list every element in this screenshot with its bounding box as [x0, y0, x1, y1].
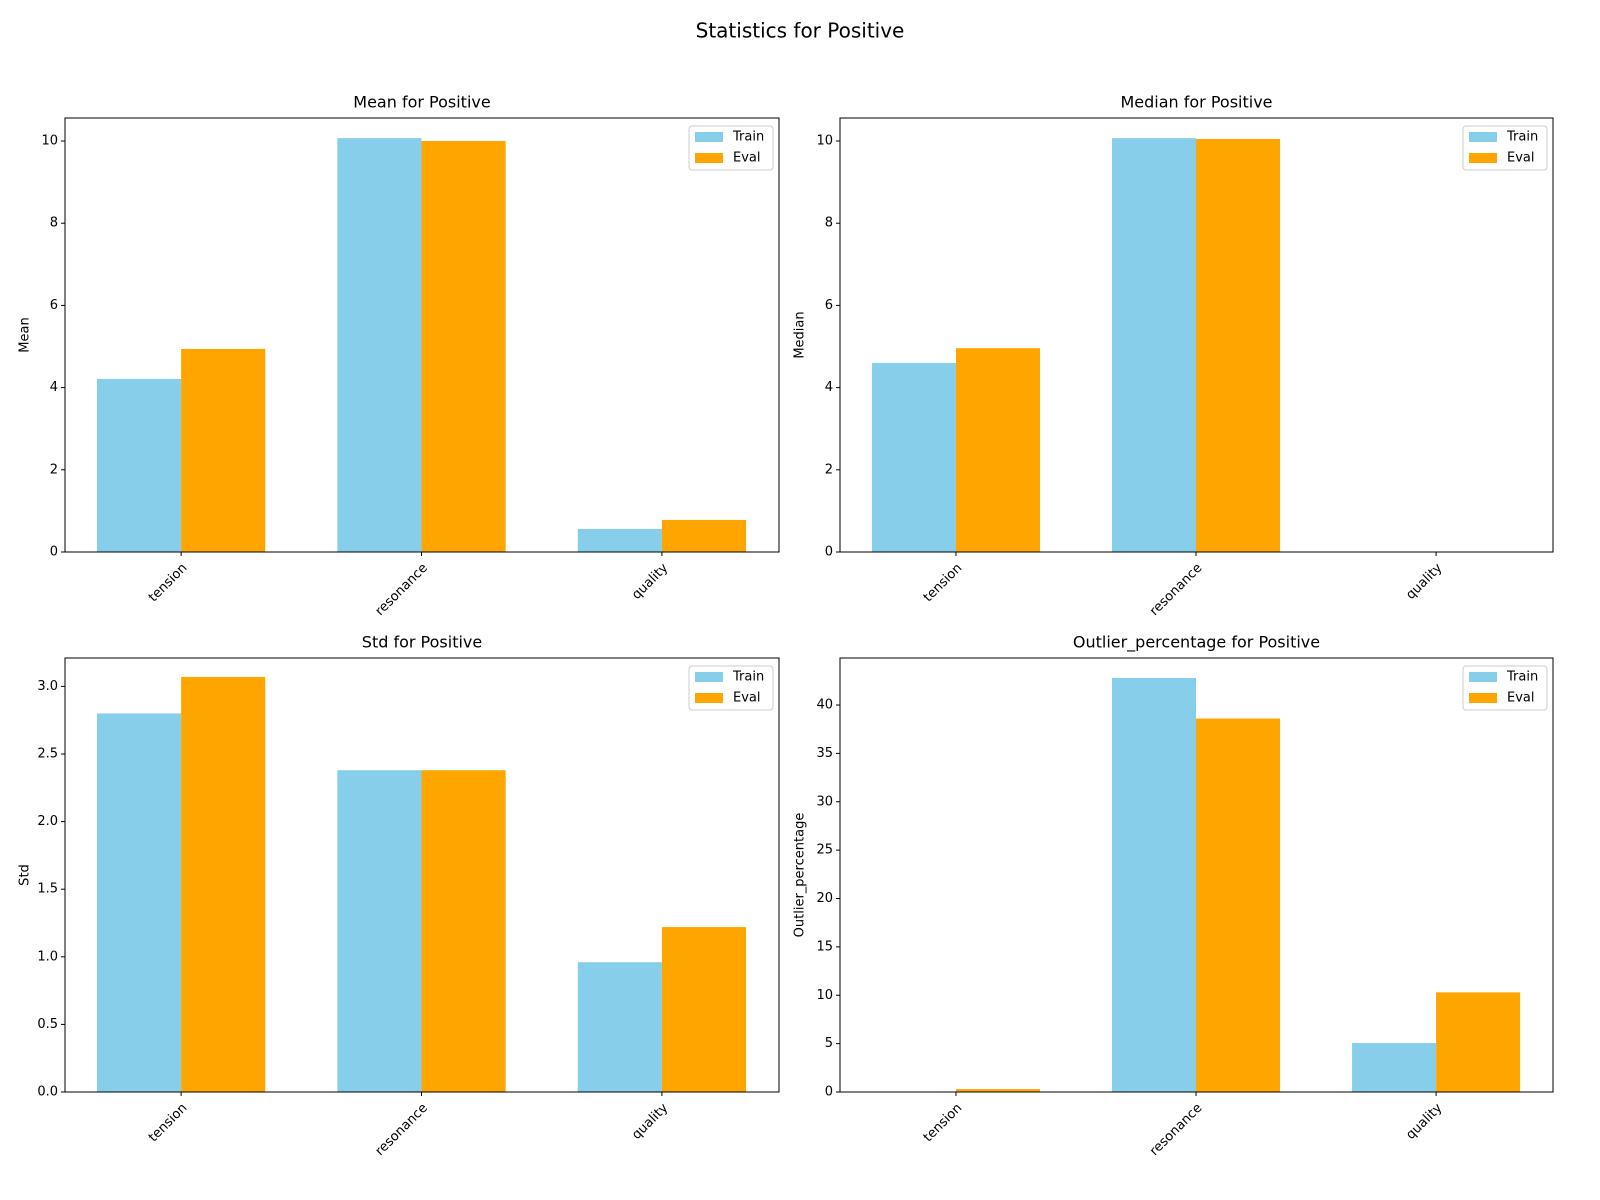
y-tick-label: 8	[825, 216, 833, 231]
y-tick-label: 6	[825, 298, 833, 313]
legend-swatch	[1469, 132, 1497, 142]
bar	[421, 141, 506, 553]
axes-frame	[64, 657, 780, 1093]
x-tick-label: quality	[1403, 1100, 1445, 1142]
y-tick-label: 0	[50, 545, 58, 560]
y-tick-label: 40	[816, 698, 833, 713]
bar	[577, 962, 662, 1092]
x-tick-label: tension	[146, 1101, 190, 1145]
legend-swatch	[695, 693, 723, 703]
bar	[181, 348, 266, 552]
bar	[1352, 1043, 1437, 1092]
y-tick-label: 1.5	[37, 882, 58, 897]
y-tick-label: 6	[50, 298, 58, 313]
bar	[577, 528, 662, 552]
bar	[955, 348, 1040, 552]
x-tick-label: resonance	[373, 561, 431, 619]
x-tick-label: resonance	[1147, 1101, 1205, 1159]
axes-frame	[64, 117, 780, 553]
y-tick-label: 2.0	[37, 814, 58, 829]
x-tick-label: resonance	[1147, 561, 1205, 619]
bar	[1111, 138, 1197, 553]
subplot-title: Median for Positive	[1120, 93, 1272, 112]
bar	[337, 770, 422, 1092]
y-tick-label: 2	[50, 462, 58, 477]
y-axis-label: Mean	[18, 317, 33, 352]
bar	[96, 378, 182, 552]
y-tick-label: 25	[816, 843, 833, 858]
bar	[955, 1089, 1040, 1092]
y-tick-label: 10	[41, 134, 58, 149]
legend-label: Eval	[733, 151, 761, 166]
x-tick-label: tension	[146, 561, 190, 605]
x-tick-label: quality	[629, 1100, 671, 1142]
subplot-title: Outlier_percentage for Positive	[1073, 633, 1320, 653]
y-tick-label: 4	[825, 380, 833, 395]
axes-frame	[839, 657, 1554, 1093]
legend-swatch	[695, 153, 723, 163]
bar	[337, 138, 422, 553]
y-tick-label: 10	[816, 988, 833, 1003]
y-tick-label: 0	[825, 1085, 833, 1100]
x-tick-label: tension	[921, 561, 965, 605]
legend-swatch	[1469, 672, 1497, 682]
y-axis-label: Outlier_percentage	[793, 813, 808, 938]
y-tick-label: 8	[50, 216, 58, 231]
y-tick-label: 3.0	[37, 679, 58, 694]
y-tick-label: 10	[816, 134, 833, 149]
y-tick-label: 0	[825, 545, 833, 560]
bar	[421, 770, 506, 1092]
legend-swatch	[1469, 693, 1497, 703]
x-tick-label: quality	[1403, 560, 1445, 602]
y-tick-label: 2.5	[37, 746, 58, 761]
legend-label: Eval	[1507, 151, 1535, 166]
y-tick-label: 2	[825, 462, 833, 477]
x-tick-label: tension	[921, 1101, 965, 1145]
x-tick-label: quality	[629, 560, 671, 602]
y-axis-label: Std	[18, 864, 33, 886]
y-tick-label: 0.5	[37, 1017, 58, 1032]
legend-swatch	[695, 132, 723, 142]
bar	[1196, 718, 1281, 1092]
bar	[1436, 992, 1521, 1092]
axes-frame	[839, 117, 1554, 553]
y-tick-label: 30	[816, 794, 833, 809]
legend-swatch	[695, 672, 723, 682]
legend-label: Eval	[1507, 691, 1535, 706]
bar	[661, 519, 747, 552]
bar	[661, 927, 747, 1092]
bar	[181, 676, 266, 1092]
legend-label: Train	[1506, 670, 1538, 685]
legend-swatch	[1469, 153, 1497, 163]
bar	[1111, 677, 1197, 1092]
y-tick-label: 4	[50, 380, 58, 395]
figure-title: Statistics for Positive	[696, 19, 905, 43]
y-tick-label: 20	[816, 891, 833, 906]
y-tick-label: 1.0	[37, 949, 58, 964]
bar	[96, 713, 182, 1092]
legend-label: Train	[732, 130, 764, 145]
subplot-title: Mean for Positive	[353, 93, 490, 112]
legend-label: Train	[1506, 130, 1538, 145]
subplot-title: Std for Positive	[362, 633, 482, 652]
x-tick-label: resonance	[373, 1101, 431, 1159]
legend-label: Eval	[733, 691, 761, 706]
y-tick-label: 0.0	[37, 1085, 58, 1100]
bar	[1196, 138, 1281, 553]
y-axis-label: Median	[793, 311, 808, 358]
bar	[871, 362, 956, 552]
y-tick-label: 5	[825, 1036, 833, 1051]
y-tick-label: 35	[816, 746, 833, 761]
legend-label: Train	[732, 670, 764, 685]
y-tick-label: 15	[816, 939, 833, 954]
